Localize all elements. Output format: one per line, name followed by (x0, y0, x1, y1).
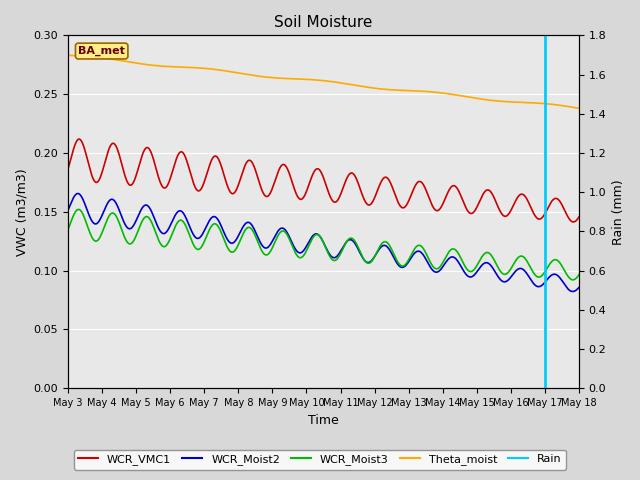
WCR_Moist2 (64, 207, 72, 213)
Rain (541, 189, 548, 195)
Y-axis label: Rain (mm): Rain (mm) (612, 179, 625, 245)
WCR_Moist3 (510, 261, 518, 266)
Line: WCR_VMC1: WCR_VMC1 (68, 139, 579, 222)
WCR_Moist3 (260, 251, 268, 257)
WCR_VMC1 (153, 168, 161, 174)
WCR_Moist3 (123, 238, 131, 244)
Theta_moist (565, 104, 573, 109)
WCR_VMC1 (282, 164, 290, 169)
Title: Soil Moisture: Soil Moisture (275, 15, 372, 30)
WCR_VMC1 (570, 219, 577, 225)
WCR_Moist2 (282, 228, 290, 234)
WCR_Moist3 (565, 275, 573, 280)
Y-axis label: VWC (m3/m3): VWC (m3/m3) (15, 168, 28, 256)
Legend: WCR_VMC1, WCR_Moist2, WCR_Moist3, Theta_moist, Rain: WCR_VMC1, WCR_Moist2, WCR_Moist3, Theta_… (74, 450, 566, 469)
WCR_Moist3 (64, 227, 72, 232)
Theta_moist (260, 74, 268, 80)
WCR_VMC1 (76, 136, 83, 142)
Theta_moist (64, 52, 72, 58)
Line: WCR_Moist3: WCR_Moist3 (68, 209, 579, 280)
Rain (541, 385, 548, 391)
WCR_Moist2 (569, 288, 577, 294)
WCR_Moist2 (153, 221, 161, 227)
WCR_VMC1 (123, 177, 131, 183)
WCR_VMC1 (64, 166, 72, 172)
X-axis label: Time: Time (308, 414, 339, 427)
Theta_moist (122, 59, 130, 64)
Line: Theta_moist: Theta_moist (68, 55, 579, 108)
Theta_moist (282, 76, 290, 82)
WCR_Moist2 (510, 270, 518, 276)
WCR_Moist2 (123, 224, 131, 229)
WCR_Moist2 (575, 285, 583, 290)
WCR_VMC1 (565, 216, 573, 222)
WCR_Moist3 (575, 272, 583, 277)
Theta_moist (575, 106, 583, 111)
WCR_VMC1 (575, 214, 583, 220)
WCR_Moist2 (565, 287, 573, 293)
Theta_moist (153, 63, 161, 69)
WCR_Moist2 (260, 245, 268, 251)
WCR_Moist3 (75, 206, 83, 212)
Line: WCR_Moist2: WCR_Moist2 (68, 193, 579, 291)
Theta_moist (510, 99, 518, 105)
WCR_Moist3 (153, 233, 161, 239)
Text: BA_met: BA_met (78, 46, 125, 56)
WCR_Moist3 (569, 277, 577, 283)
WCR_Moist3 (282, 230, 290, 236)
WCR_VMC1 (510, 201, 518, 207)
WCR_VMC1 (260, 192, 268, 197)
WCR_Moist2 (74, 191, 81, 196)
